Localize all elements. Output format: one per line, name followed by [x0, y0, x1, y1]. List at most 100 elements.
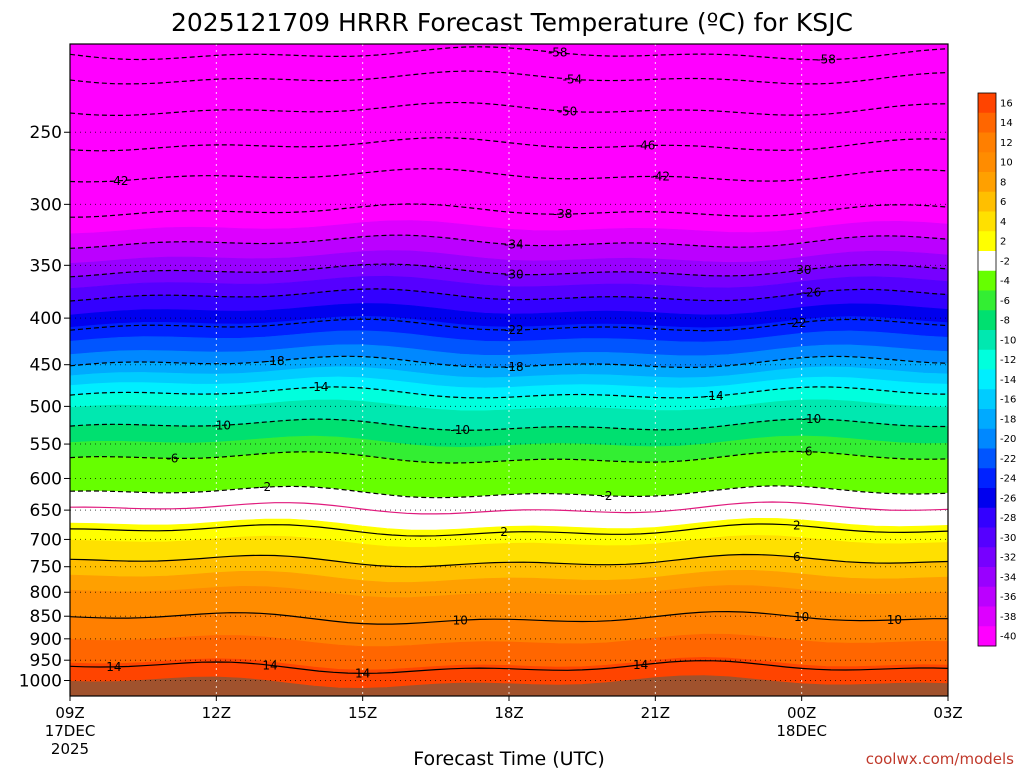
contour-label: 10: [794, 610, 809, 624]
y-tick-label: 900: [30, 630, 62, 650]
contour-line: [69, 101, 949, 117]
colorbar-swatch: [978, 310, 996, 331]
temperature-band: [69, 43, 949, 235]
colorbar-label: -6: [1000, 296, 1010, 307]
colorbar-label: -2: [1000, 256, 1010, 267]
colorbar-label: -38: [1000, 612, 1016, 623]
colorbar-label: 16: [1000, 98, 1013, 109]
contour-label: -42: [650, 169, 670, 183]
x-tick-date: 17DEC: [45, 722, 96, 740]
contour-label: -34: [504, 238, 524, 252]
colorbar-label: 10: [1000, 158, 1013, 169]
x-tick-date: 18DEC: [776, 722, 827, 740]
y-tick-label: 500: [30, 397, 62, 417]
y-tick-label: 400: [30, 309, 62, 329]
x-tick-label: 09Z: [55, 704, 84, 722]
colorbar-swatch: [978, 527, 996, 548]
colorbar-label: -14: [1000, 375, 1016, 386]
contour-line: [69, 386, 949, 399]
colorbar: 16 14 12 10 8 6 4 2 -2 -4 -6 -8 -10 -12 -14 -16 -18 -20 -2…: [977, 92, 1016, 647]
contour-labels: -58-58-54-50-46-42 -42-38-34-30 -30-26-22-…: [106, 46, 902, 681]
contour-line: [69, 553, 949, 568]
colorbar-label: -22: [1000, 454, 1016, 465]
x-tick-label: 18Z: [494, 704, 523, 722]
y-tick-label: 350: [30, 256, 62, 276]
contour-line: [69, 418, 948, 431]
y-tick-label: 750: [30, 558, 62, 578]
colorbar-swatch: [978, 626, 996, 647]
colorbar-label: 2: [1000, 237, 1006, 248]
colorbar-label: -18: [1000, 414, 1016, 425]
x-tick-year: 2025: [51, 740, 89, 758]
colorbar-label: 12: [1000, 138, 1013, 149]
contour-line: [69, 523, 949, 537]
credit-link[interactable]: coolwx.com/models: [866, 750, 1014, 768]
contour-line: [69, 501, 949, 515]
colorbar-swatch: [978, 251, 996, 272]
colorbar-label: -16: [1000, 395, 1016, 406]
contour-label: -6: [166, 451, 178, 465]
colorbar-swatch: [978, 369, 996, 390]
colorbar-swatch: [978, 211, 996, 232]
colorbar-swatch: [978, 349, 996, 370]
colorbar-label: 6: [1000, 197, 1006, 208]
colorbar-label: -28: [1000, 513, 1016, 524]
contour-line: [69, 610, 948, 625]
colorbar-label: -4: [1000, 276, 1010, 287]
colorbar-label: -24: [1000, 474, 1016, 485]
colorbar-swatch: [978, 507, 996, 528]
contour-label: -2: [601, 489, 613, 503]
colorbar-swatch: [978, 389, 996, 410]
colorbar-swatch: [978, 330, 996, 351]
x-tick-label: 00Z: [787, 704, 816, 722]
y-tick-label: 800: [30, 583, 62, 603]
contour-line: [69, 355, 949, 369]
colorbar-frame: [977, 92, 997, 647]
colorbar-swatch: [978, 567, 996, 588]
contour-label: 14: [106, 660, 121, 674]
contour-label: 14: [633, 658, 648, 672]
y-tick-label: 650: [30, 501, 62, 521]
colorbar-swatch: [978, 488, 996, 509]
y-tick-label: 700: [30, 530, 62, 550]
contour-label: -38: [553, 207, 573, 221]
colorbar-label: -30: [1000, 533, 1016, 544]
y-tick-label: 850: [30, 607, 62, 627]
colorbar-label: -20: [1000, 434, 1016, 445]
colorbar-label: -32: [1000, 553, 1016, 564]
colorbar-swatch: [978, 586, 996, 607]
contour-label: -46: [636, 139, 656, 153]
x-tick-label: 12Z: [202, 704, 231, 722]
contour-label: 10: [453, 613, 468, 627]
contour-label: 14: [355, 666, 370, 680]
colorbar-label: 14: [1000, 118, 1013, 129]
x-tick-label: 21Z: [641, 704, 670, 722]
y-tick-label: 550: [30, 435, 62, 455]
colorbar-swatch: [978, 172, 996, 193]
colorbar-label: -8: [1000, 316, 1010, 327]
colorbar-swatch: [978, 468, 996, 489]
contour-label: -10: [802, 412, 822, 426]
contour-line: [69, 660, 949, 675]
colorbar-label: -26: [1000, 493, 1016, 504]
contour-line: [69, 46, 949, 61]
colorbar-label: -10: [1000, 335, 1016, 346]
contour-label: 14: [262, 658, 277, 672]
contour-line: [69, 318, 949, 332]
colorbar-swatch: [978, 547, 996, 568]
contour-label: -10: [211, 418, 231, 432]
y-tick-label: 950: [30, 651, 62, 671]
contour-label: -6: [801, 445, 813, 459]
x-tick-label: 15Z: [348, 704, 377, 722]
colorbar-swatch: [978, 428, 996, 449]
contour-label: -2: [259, 480, 271, 494]
contour-line: [69, 485, 949, 499]
colorbar-swatch: [978, 270, 996, 291]
contour-label: -26: [802, 286, 822, 300]
colorbar-label: 8: [1000, 177, 1006, 188]
contour-line: [69, 288, 949, 302]
colorbar-swatch: [978, 152, 996, 173]
contour-label: 6: [793, 550, 801, 564]
contour-label: -22: [504, 323, 524, 337]
